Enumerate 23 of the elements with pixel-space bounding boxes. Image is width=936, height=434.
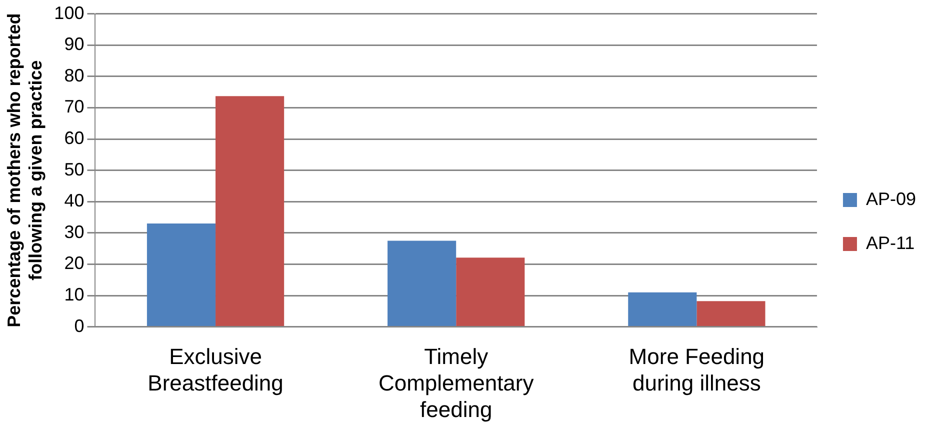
- y-tick-label: 60: [64, 128, 84, 148]
- bar: [696, 301, 766, 326]
- y-tick-label: 40: [64, 190, 84, 211]
- y-tick-label: 10: [64, 284, 84, 304]
- x-tick-label: Timely Complementary feeding: [378, 344, 534, 422]
- bar: [628, 292, 697, 326]
- y-tick-label: 0: [74, 316, 84, 336]
- legend-label: AP-11: [866, 232, 915, 253]
- y-tick-label: 50: [64, 159, 84, 180]
- y-tick-label: 90: [64, 34, 84, 54]
- x-tick-label: Exclusive Breastfeeding: [148, 344, 284, 396]
- bar: [456, 258, 525, 326]
- y-tick-label: 20: [64, 253, 84, 274]
- y-tick-label: 70: [64, 96, 84, 117]
- bar: [146, 224, 216, 326]
- bar: [388, 240, 456, 326]
- y-tick-label: 100: [54, 2, 84, 23]
- y-axis-title: Percentage of mothers who reported following a given practice: [4, 13, 46, 328]
- x-tick-label: More Feeding during illness: [628, 344, 765, 396]
- y-tick-label: 80: [64, 65, 84, 86]
- bar: [216, 96, 284, 326]
- y-tick-label: 30: [64, 222, 84, 242]
- legend-label: AP-09: [866, 188, 916, 209]
